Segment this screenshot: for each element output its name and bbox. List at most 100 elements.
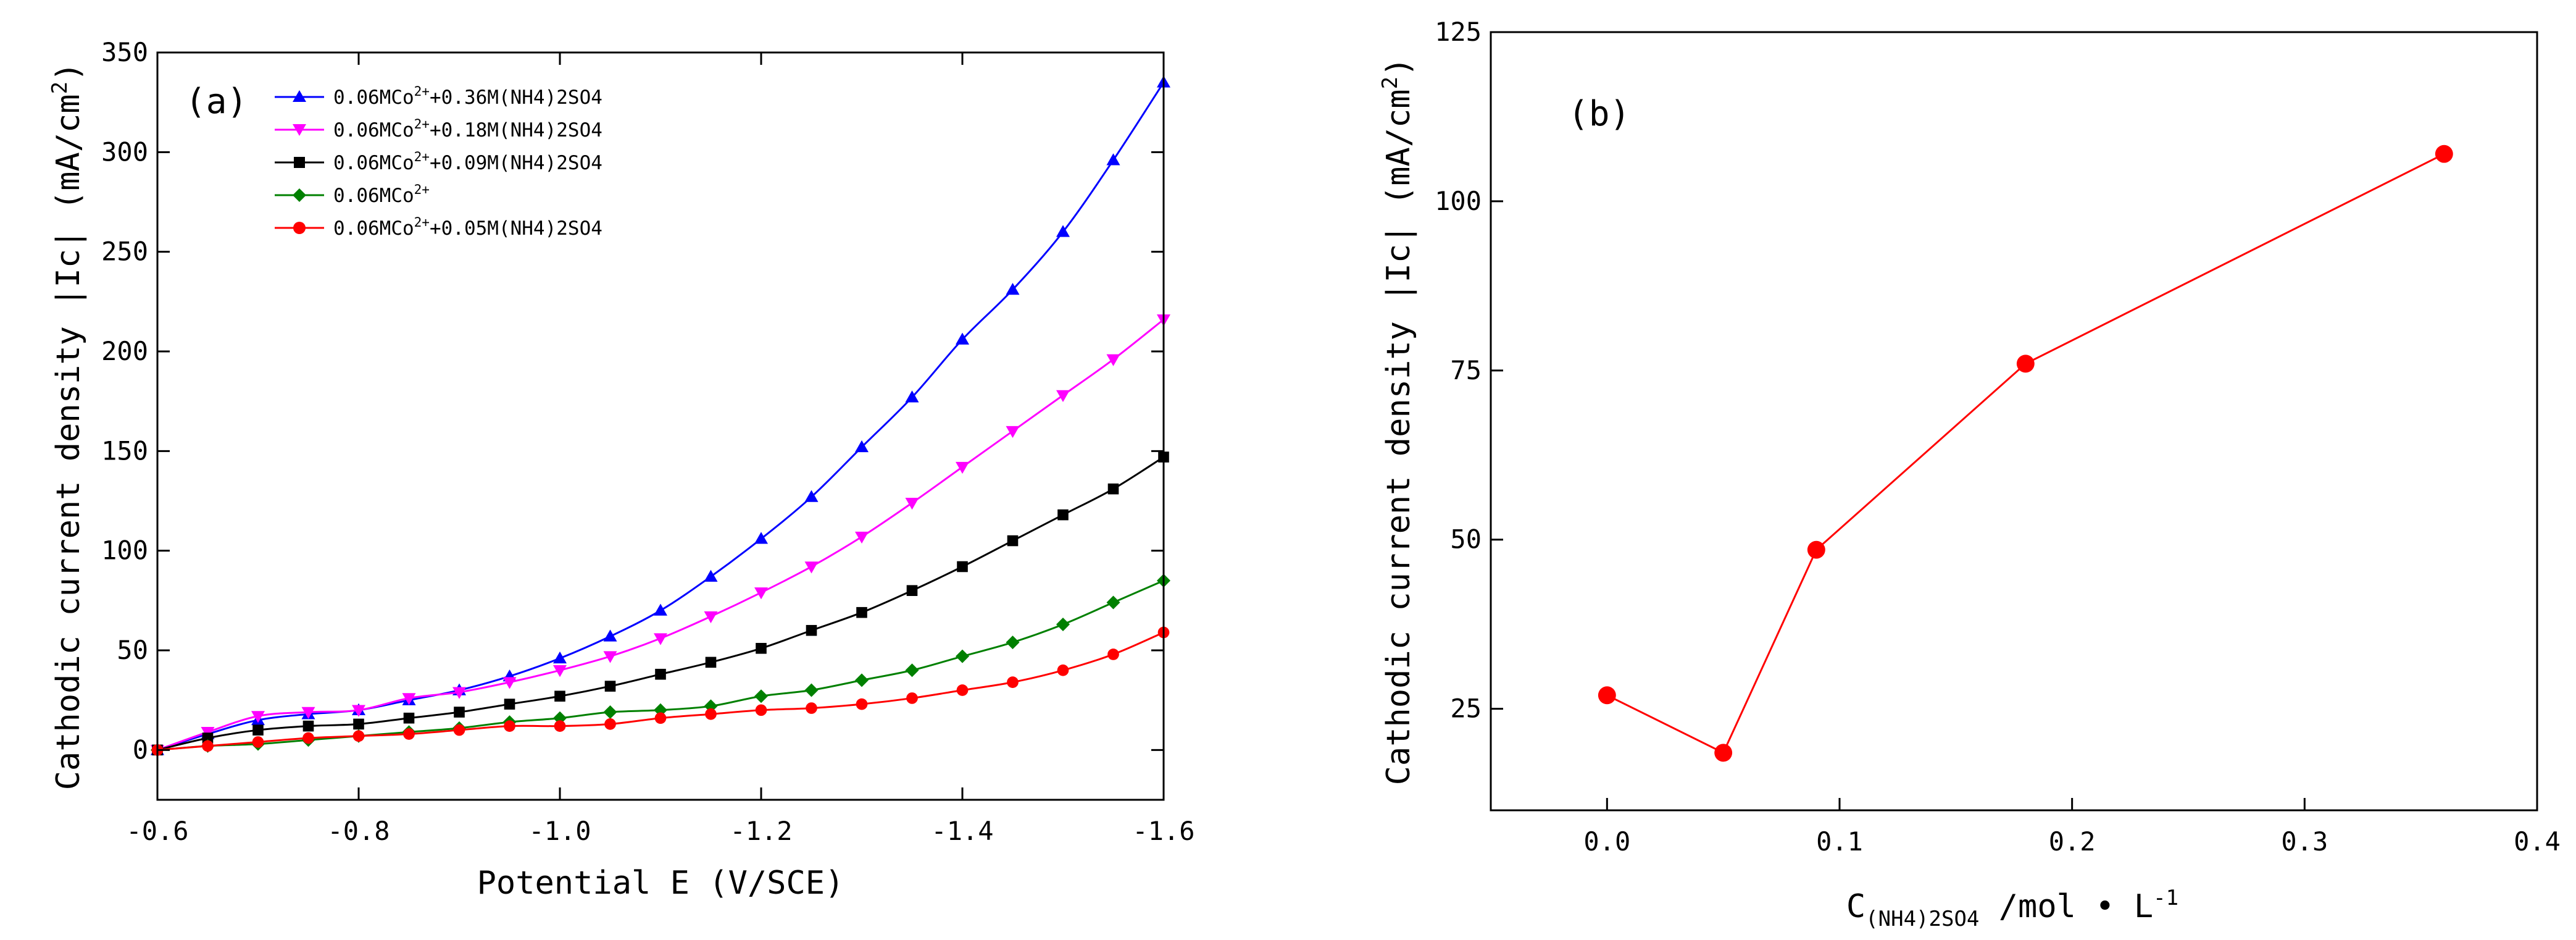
data-point	[504, 699, 515, 710]
data-point	[403, 728, 415, 740]
legend-marker	[293, 188, 306, 202]
data-point	[756, 642, 767, 654]
chart-a-axes-frame	[156, 51, 1165, 801]
legend-marker	[293, 222, 306, 234]
data-point	[352, 705, 365, 717]
data-point	[956, 684, 969, 696]
data-point	[906, 585, 918, 596]
chart-b-y-axis: 25 50 75 100 125	[1435, 17, 1503, 724]
data-point	[402, 693, 416, 705]
chart-a-y-axis-label: Cathodic current density |Ic| (mA/cm2)	[48, 62, 87, 791]
data-point	[453, 724, 465, 736]
data-point	[603, 705, 617, 720]
data-point	[603, 651, 617, 663]
data-point	[452, 687, 466, 699]
chart-b-x-axis-label: C(NH4)2SO4 /mol • L-1	[1846, 886, 2178, 931]
y-tick-label: 25	[1450, 694, 1482, 724]
data-point	[704, 569, 718, 582]
y-tick-label: 125	[1435, 17, 1482, 47]
legend-item: 0.06MCo2++0.09M(NH4)2SO4	[275, 149, 602, 174]
x-tick-label: -1.2	[730, 816, 792, 846]
y-tick-label: 50	[1450, 524, 1482, 555]
data-point	[502, 677, 517, 689]
x-tick-label: 0.4	[2514, 826, 2561, 857]
data-point	[1056, 225, 1070, 237]
data-point	[202, 732, 214, 744]
data-point	[2435, 145, 2453, 163]
chart-a-legend: 0.06MCo2++0.36M(NH4)2SO4 0.06MCo2++0.18M…	[275, 84, 602, 240]
data-point	[604, 681, 616, 692]
chart-b-plot-area	[1491, 32, 2537, 810]
data-point	[804, 561, 819, 574]
data-point	[855, 440, 869, 453]
svg-text:0.06MCo2++0.05M(NH4)2SO4: 0.06MCo2++0.05M(NH4)2SO4	[333, 215, 602, 240]
x-tick-label: -1.0	[528, 816, 591, 846]
data-point	[1714, 744, 1733, 762]
data-point	[856, 606, 867, 618]
y-tick-label: 300	[101, 136, 148, 167]
data-point	[504, 720, 515, 732]
chart-a-y-axis: 0 50 100 150 200 250 300 350	[101, 37, 1164, 765]
data-point	[705, 708, 717, 720]
chart-b-panel-label: (b)	[1568, 94, 1630, 134]
data-point	[603, 629, 617, 642]
legend-item: 0.06MCo2+	[275, 182, 430, 207]
chart-b: 0.0 0.1 0.2 0.3 0.4 25 50 75 100 125 (b) C(NH4)2…	[1378, 17, 2561, 931]
data-point	[252, 736, 264, 748]
data-point	[2016, 355, 2035, 373]
data-point	[804, 683, 819, 697]
data-point	[956, 461, 969, 474]
data-point	[855, 673, 869, 687]
data-point	[403, 712, 415, 724]
data-point	[454, 707, 465, 718]
data-point	[956, 332, 969, 345]
data-point	[251, 711, 265, 723]
data-point	[1006, 636, 1020, 650]
data-point	[806, 624, 817, 636]
x-tick-label: 0.0	[1583, 826, 1630, 857]
data-point	[905, 497, 919, 510]
data-point	[755, 704, 767, 716]
data-point	[754, 689, 768, 703]
legend-marker	[293, 90, 306, 102]
data-point	[1107, 648, 1119, 660]
y-tick-label: 75	[1450, 355, 1482, 385]
y-tick-label: 100	[1435, 186, 1482, 216]
data-point	[754, 587, 768, 600]
chart-a-x-axis: -0.6 -0.8 -1.0 -1.2 -1.4 -1.6	[126, 52, 1195, 846]
chart-a-series-layer	[151, 75, 1170, 757]
legend-item: 0.06MCo2++0.18M(NH4)2SO4	[275, 117, 602, 141]
data-point	[302, 720, 314, 732]
y-tick-label: 350	[101, 37, 148, 67]
y-tick-label: 200	[101, 336, 148, 366]
data-point	[604, 718, 616, 730]
data-point	[957, 561, 968, 573]
data-point	[956, 649, 969, 663]
chart-a-x-axis-label: Potential E (V/SCE)	[477, 865, 844, 902]
data-point	[1807, 540, 1825, 559]
data-point	[252, 724, 264, 736]
chart-a: -0.6 -0.8 -1.0 -1.2 -1.4 -1.6 0 50 100 150 200 250…	[48, 37, 1195, 902]
y-tick-label: 100	[101, 535, 148, 566]
data-point	[906, 692, 918, 704]
chart-b-y-axis-label: Cathodic current density |Ic| (mA/cm2)	[1378, 57, 1417, 786]
data-point	[1106, 354, 1120, 366]
data-point	[301, 707, 315, 720]
x-tick-label: -0.8	[327, 816, 390, 846]
data-point	[856, 698, 868, 710]
data-point	[654, 712, 667, 724]
data-point	[1056, 618, 1070, 632]
svg-text:0.06MCo2+: 0.06MCo2+	[333, 182, 430, 207]
data-point	[1006, 282, 1020, 295]
data-point	[855, 531, 869, 544]
chart-b-x-axis: 0.0 0.1 0.2 0.3 0.4	[1583, 798, 2561, 857]
legend-item: 0.06MCo2++0.05M(NH4)2SO4	[275, 215, 602, 240]
data-point	[353, 718, 364, 730]
data-point	[352, 730, 365, 742]
data-point	[655, 668, 666, 680]
data-point	[705, 657, 717, 668]
data-point	[202, 740, 214, 752]
y-tick-label: 150	[101, 435, 148, 466]
data-point	[654, 633, 667, 645]
legend-item: 0.06MCo2++0.36M(NH4)2SO4	[275, 84, 602, 109]
